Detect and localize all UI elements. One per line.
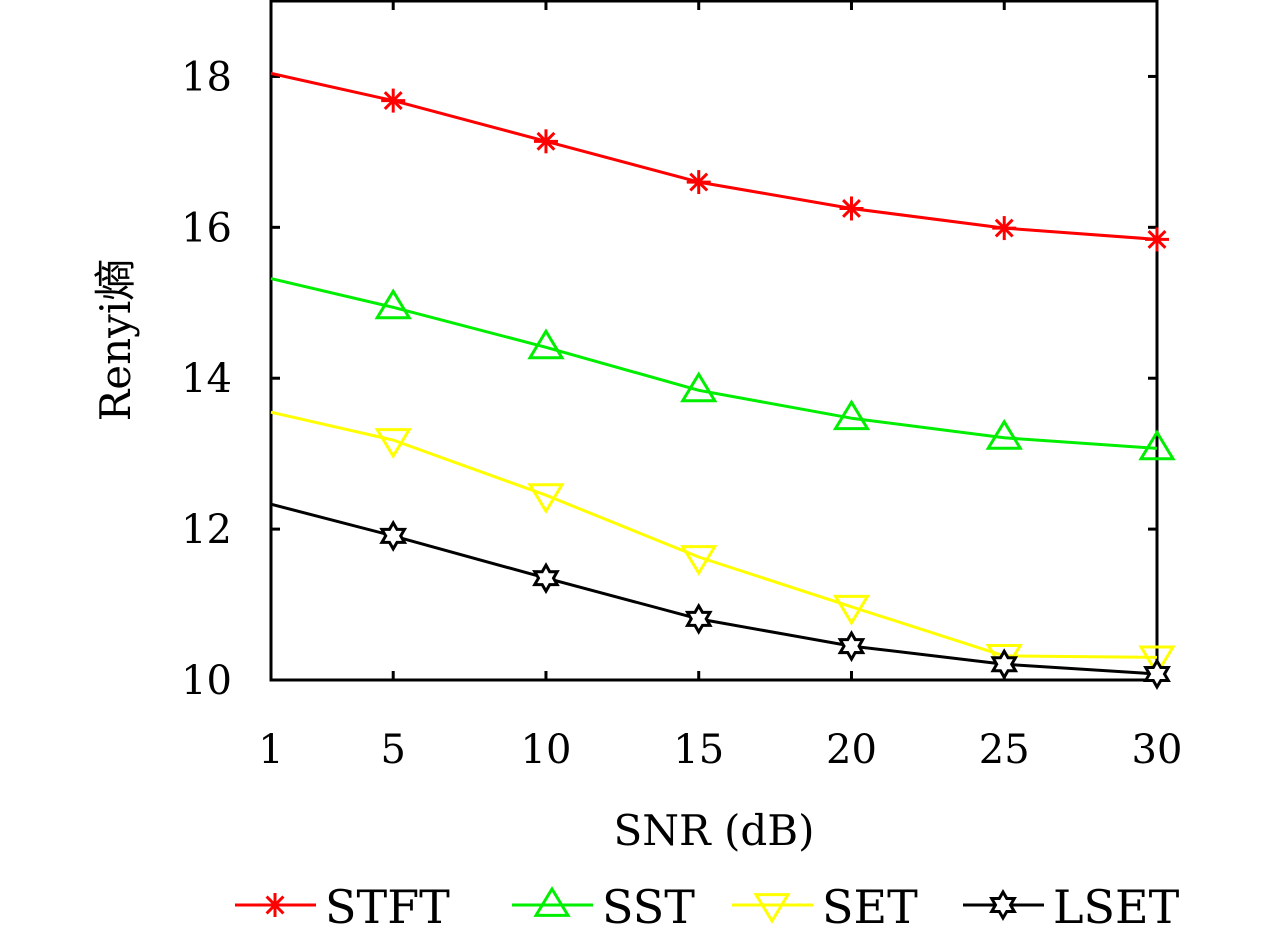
legend-label: SET	[822, 880, 918, 934]
x-tick-label: 10	[521, 727, 572, 773]
triangle-up-marker	[680, 371, 718, 403]
hexagram-marker	[989, 888, 1017, 922]
y-tick-label: 10	[181, 658, 232, 704]
legend-item-stft: STFT	[235, 880, 450, 934]
y-tick-label: 12	[181, 507, 232, 553]
legend-item-set: SET	[732, 880, 918, 934]
x-tick-label: 5	[380, 727, 405, 773]
series-stft	[270, 71, 1169, 252]
plot-frame	[269, 0, 1159, 682]
series-line-sst	[270, 277, 1158, 450]
triangle-down-marker	[680, 545, 718, 576]
x-tick-label: 15	[673, 727, 724, 773]
asterisk-marker	[263, 893, 287, 917]
legend-label: STFT	[325, 880, 450, 934]
hexagram-marker	[1143, 657, 1171, 691]
y-tick-label: 14	[181, 356, 232, 402]
asterisk-marker	[839, 196, 864, 221]
series-group	[270, 71, 1176, 691]
x-axis-label: SNR (dB)	[613, 806, 814, 855]
triangle-down-marker	[374, 428, 412, 459]
hexagram-marker	[532, 562, 560, 595]
asterisk-marker	[686, 170, 711, 195]
legend-item-sst: SST	[512, 880, 695, 934]
x-tick-label: 30	[1132, 727, 1183, 773]
plot-box	[269, 0, 1159, 682]
triangle-up-marker	[985, 418, 1023, 450]
triangle-up-marker	[374, 288, 412, 320]
y-axis-label: Renyi熵	[91, 259, 140, 422]
triangle-up-marker	[832, 399, 871, 431]
x-tick-label: 20	[826, 727, 877, 773]
series-line-stft	[270, 71, 1158, 241]
triangle-down-marker	[832, 594, 871, 626]
x-tick-label: 1	[258, 727, 283, 773]
triangle-up-marker	[527, 328, 565, 360]
triangle-up-marker	[1138, 429, 1176, 461]
legend: STFT SST SET LSET	[235, 880, 1180, 934]
y-tick-label: 16	[181, 205, 232, 251]
triangle-down-marker	[1138, 645, 1176, 677]
hexagram-marker	[837, 630, 866, 663]
hexagram-marker	[379, 519, 408, 552]
legend-item-lset: LSET	[963, 880, 1180, 934]
series-sst	[270, 277, 1176, 461]
y-tick-label: 18	[181, 54, 232, 100]
asterisk-marker	[381, 88, 406, 113]
hexagram-marker	[990, 648, 1019, 681]
hexagram-marker	[684, 602, 713, 635]
asterisk-marker	[992, 216, 1017, 241]
triangle-down-marker	[527, 483, 565, 515]
legend-label: LSET	[1053, 880, 1180, 934]
legend-label: SST	[602, 880, 695, 934]
asterisk-marker	[1145, 227, 1169, 252]
series-lset	[270, 502, 1171, 691]
x-tick-label: 25	[979, 727, 1030, 773]
triangle-down-marker	[753, 893, 791, 924]
asterisk-marker	[533, 129, 558, 154]
triangle-up-marker	[533, 886, 571, 917]
